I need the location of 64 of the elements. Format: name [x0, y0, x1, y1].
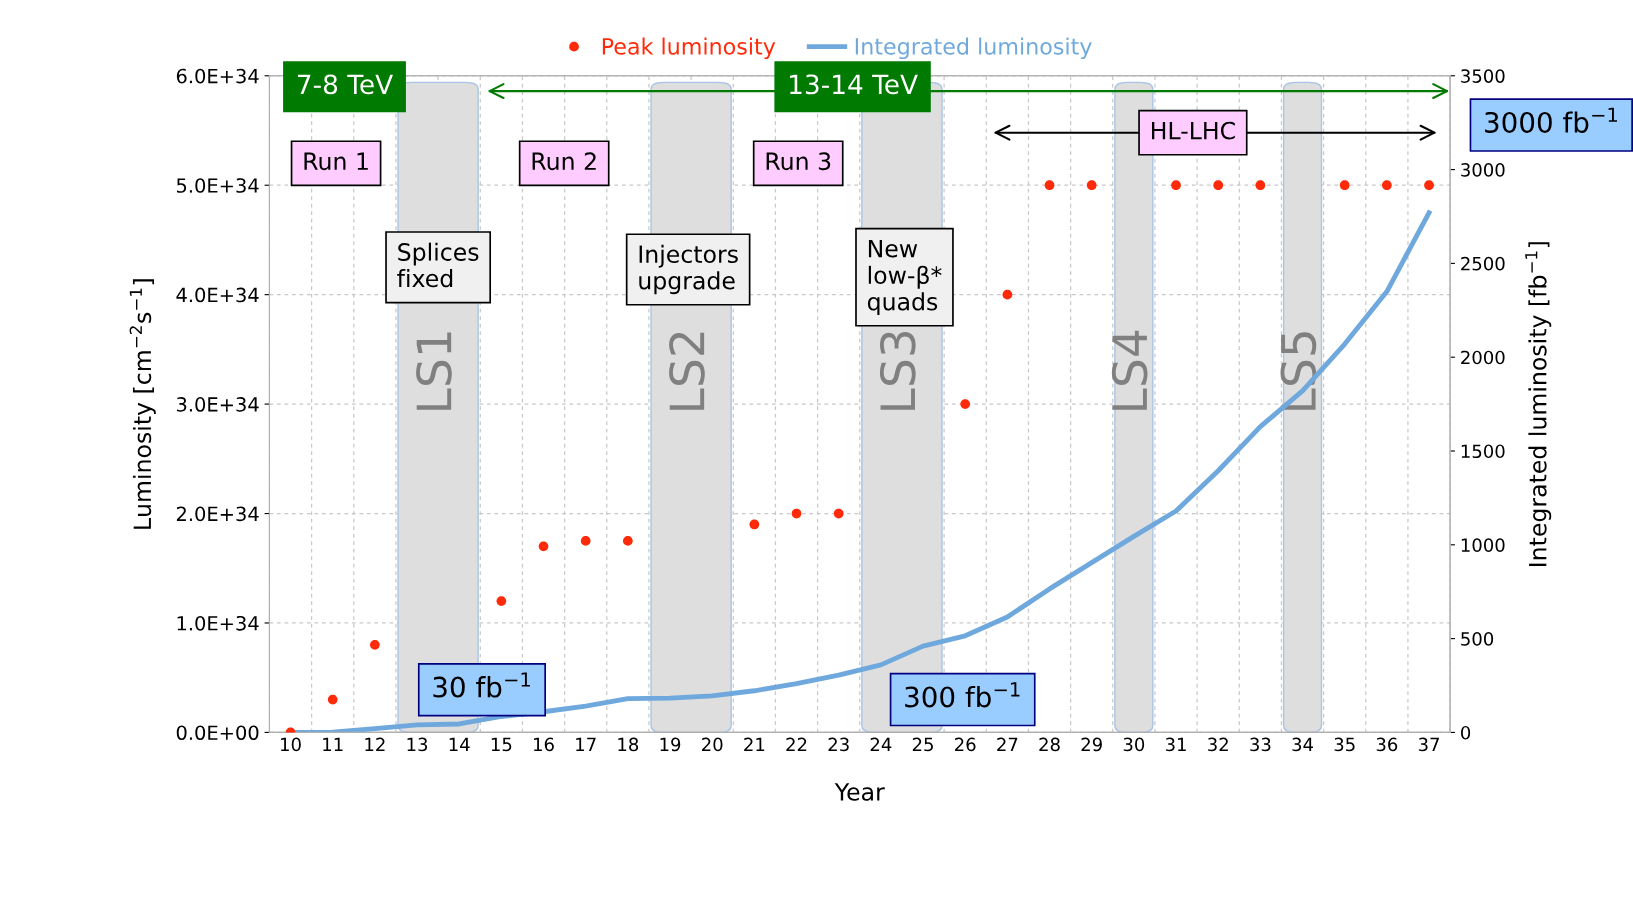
text: 3000 fb$^{−1}$: [1485, 107, 1618, 133]
y2-tick-label: 2500: [1461, 256, 1505, 271]
annotation: Injectors upgrade: [639, 244, 738, 295]
y2-axis-title: Integrated luminosity [fb$^{−1}$]: [1525, 242, 1552, 566]
x-tick-label: 20: [702, 737, 723, 752]
y-tick-label: 4.0E+34: [176, 287, 259, 303]
x-tick-label: 10: [281, 737, 301, 752]
x-tick-label: 19: [660, 737, 681, 752]
y-tick-label: 1.0E+34: [177, 615, 259, 631]
x-tick-label: 27: [997, 737, 1018, 751]
x-tick-label: 18: [618, 737, 639, 752]
x-tick-label: 24: [870, 737, 892, 751]
x-tick-label: 30: [1123, 737, 1145, 752]
x-tick-label: 35: [1334, 737, 1355, 752]
x-tick-label: 13: [407, 737, 428, 752]
annotation: 30 fb$^{−1}$: [433, 672, 530, 698]
x-tick-label: 26: [955, 737, 976, 752]
y-tick-label: 6.0E+34: [176, 68, 259, 84]
y2-tick-label: 0: [1461, 725, 1471, 740]
x-tick-label: 22: [786, 737, 807, 751]
x-tick-label: 34: [1292, 737, 1313, 752]
y-tick-label: 0.0E+00: [176, 725, 259, 741]
x-tick-label: 37: [1418, 737, 1439, 752]
y-axis-title: Luminosity [cm$^{−2}$s$^{−1}$]: [129, 279, 156, 529]
text: Peak luminosity: [602, 37, 776, 60]
y-tick-label: 2.0E+34: [176, 506, 259, 522]
x-tick-label: 12: [365, 737, 385, 751]
y2-tick-label: 2000: [1461, 350, 1505, 365]
x-tick-label: 16: [534, 737, 554, 752]
band-label: LS2: [669, 332, 705, 410]
x-tick-label: 21: [744, 737, 765, 751]
annotation: Run 1: [304, 152, 368, 171]
x-axis-title: Year: [834, 783, 885, 801]
band-label: LS3: [879, 331, 916, 410]
x-tick-label: 32: [1208, 737, 1228, 752]
x-tick-label: 14: [449, 737, 470, 751]
x-tick-label: 17: [576, 737, 596, 751]
annotation: 7-8 TeV: [297, 74, 393, 95]
annotation: Run 3: [766, 152, 831, 171]
x-tick-label: 23: [828, 737, 849, 752]
annotation: New low-β* quads: [867, 239, 942, 316]
band-label: LS1: [416, 332, 452, 410]
x-tick-label: 25: [912, 737, 933, 752]
annotation: 13-14 TeV: [790, 74, 918, 95]
x-tick-label: 28: [1039, 737, 1060, 752]
y2-tick-label: 500: [1461, 632, 1494, 646]
y-tick-label: 5.0E+34: [176, 178, 259, 193]
annotation: HL-LHC: [1152, 121, 1235, 140]
annotation: Run 2: [532, 152, 596, 171]
annotation: Splices fixed: [397, 242, 479, 288]
x-tick-label: 29: [1081, 737, 1102, 752]
x-tick-label: 31: [1165, 737, 1186, 752]
x-tick-label: 11: [323, 737, 343, 751]
x-tick-label: 36: [1376, 737, 1398, 752]
text: Integrated luminosity: [855, 37, 1092, 60]
y2-tick-label: 3500: [1461, 69, 1505, 83]
band-label: LS4: [1111, 330, 1148, 410]
y2-tick-label: 1000: [1461, 538, 1505, 552]
y-tick-label: 3.0E+34: [176, 397, 259, 412]
x-tick-label: 33: [1250, 737, 1271, 752]
x-tick-label: 15: [491, 737, 512, 752]
y2-tick-label: 3000: [1461, 163, 1505, 177]
y2-tick-label: 1500: [1461, 444, 1505, 459]
annotation: 300 fb$^{−1}$: [905, 682, 1020, 708]
